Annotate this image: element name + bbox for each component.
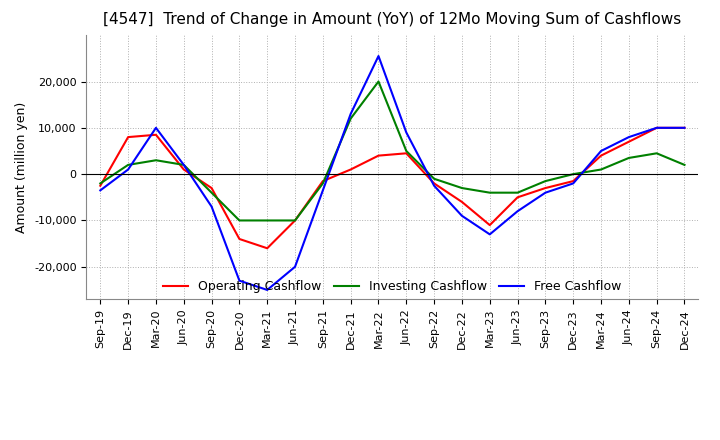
Investing Cashflow xyxy=(485,190,494,195)
Free Cashflow xyxy=(485,232,494,237)
Operating Cashflow xyxy=(513,194,522,200)
Free Cashflow xyxy=(235,278,243,283)
Free Cashflow xyxy=(346,111,355,117)
Free Cashflow xyxy=(458,213,467,219)
Operating Cashflow xyxy=(124,135,132,140)
Investing Cashflow xyxy=(680,162,689,168)
Free Cashflow xyxy=(291,264,300,269)
Free Cashflow xyxy=(318,188,327,193)
Free Cashflow xyxy=(207,204,216,209)
Operating Cashflow xyxy=(652,125,661,131)
Investing Cashflow xyxy=(124,162,132,168)
Title: [4547]  Trend of Change in Amount (YoY) of 12Mo Moving Sum of Cashflows: [4547] Trend of Change in Amount (YoY) o… xyxy=(103,12,682,27)
Investing Cashflow xyxy=(374,79,383,84)
Operating Cashflow xyxy=(179,167,188,172)
Investing Cashflow xyxy=(263,218,271,223)
Operating Cashflow xyxy=(402,150,410,156)
Operating Cashflow xyxy=(541,185,550,191)
Investing Cashflow xyxy=(430,176,438,181)
Investing Cashflow xyxy=(291,218,300,223)
Free Cashflow xyxy=(597,148,606,154)
Operating Cashflow xyxy=(680,125,689,131)
Free Cashflow xyxy=(624,135,633,140)
Operating Cashflow xyxy=(291,218,300,223)
Operating Cashflow xyxy=(430,181,438,186)
Investing Cashflow xyxy=(179,162,188,168)
Line: Investing Cashflow: Investing Cashflow xyxy=(100,81,685,220)
Operating Cashflow xyxy=(597,153,606,158)
Operating Cashflow xyxy=(235,236,243,242)
Operating Cashflow xyxy=(374,153,383,158)
Operating Cashflow xyxy=(96,183,104,188)
Free Cashflow xyxy=(541,190,550,195)
Investing Cashflow xyxy=(624,155,633,161)
Operating Cashflow xyxy=(152,132,161,137)
Operating Cashflow xyxy=(207,185,216,191)
Free Cashflow xyxy=(680,125,689,131)
Free Cashflow xyxy=(569,181,577,186)
Free Cashflow xyxy=(430,183,438,188)
Operating Cashflow xyxy=(569,179,577,184)
Operating Cashflow xyxy=(318,179,327,184)
Investing Cashflow xyxy=(652,150,661,156)
Free Cashflow xyxy=(152,125,161,131)
Investing Cashflow xyxy=(152,158,161,163)
Operating Cashflow xyxy=(263,246,271,251)
Operating Cashflow xyxy=(458,199,467,205)
Free Cashflow xyxy=(124,167,132,172)
Line: Free Cashflow: Free Cashflow xyxy=(100,56,685,290)
Free Cashflow xyxy=(263,287,271,293)
Investing Cashflow xyxy=(569,172,577,177)
Free Cashflow xyxy=(96,188,104,193)
Free Cashflow xyxy=(402,130,410,135)
Legend: Operating Cashflow, Investing Cashflow, Free Cashflow: Operating Cashflow, Investing Cashflow, … xyxy=(158,275,627,298)
Operating Cashflow xyxy=(485,223,494,228)
Investing Cashflow xyxy=(458,185,467,191)
Free Cashflow xyxy=(374,53,383,59)
Investing Cashflow xyxy=(96,181,104,186)
Investing Cashflow xyxy=(346,116,355,121)
Free Cashflow xyxy=(513,209,522,214)
Y-axis label: Amount (million yen): Amount (million yen) xyxy=(16,102,29,233)
Investing Cashflow xyxy=(402,148,410,154)
Free Cashflow xyxy=(179,162,188,168)
Investing Cashflow xyxy=(597,167,606,172)
Free Cashflow xyxy=(652,125,661,131)
Investing Cashflow xyxy=(513,190,522,195)
Investing Cashflow xyxy=(318,181,327,186)
Operating Cashflow xyxy=(346,167,355,172)
Operating Cashflow xyxy=(624,139,633,144)
Investing Cashflow xyxy=(207,190,216,195)
Line: Operating Cashflow: Operating Cashflow xyxy=(100,128,685,248)
Investing Cashflow xyxy=(235,218,243,223)
Investing Cashflow xyxy=(541,179,550,184)
